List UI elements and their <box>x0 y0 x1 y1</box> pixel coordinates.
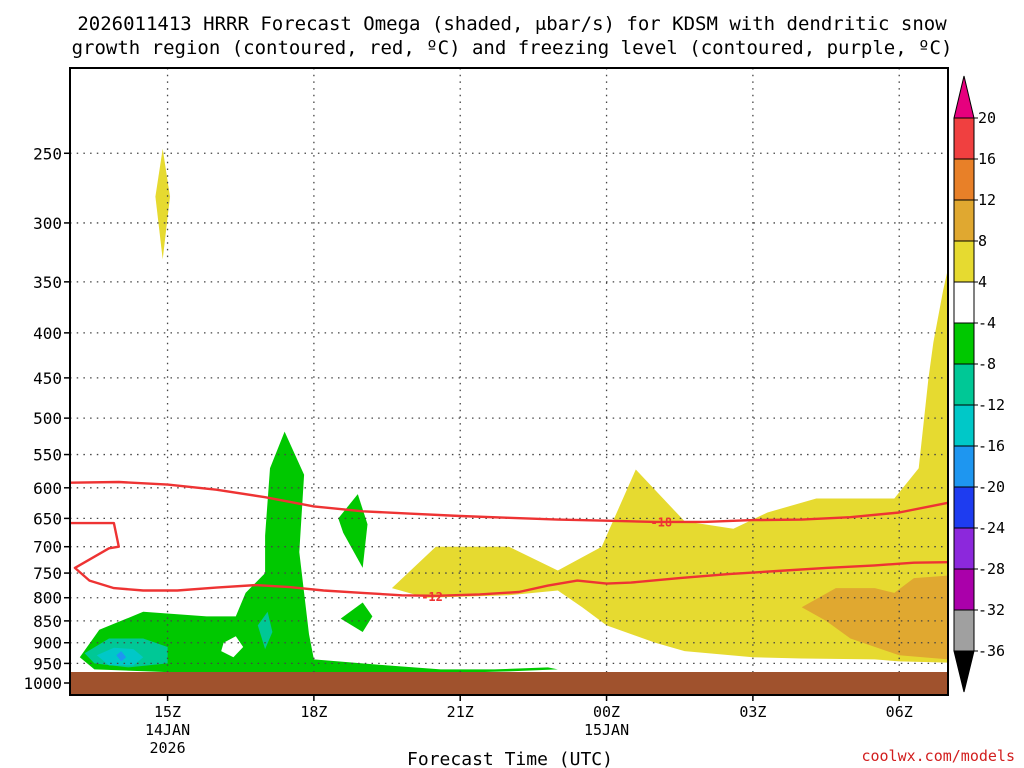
ytick-label-900: 900 <box>33 634 62 653</box>
ytick-label-700: 700 <box>33 538 62 557</box>
xtick-label-15-1: 14JAN <box>145 721 190 739</box>
temperature-contours: -18 -12 <box>69 480 949 604</box>
omega-colorbar: 20 16 12 8 4 -4 -8 -12 -16 -20 -24 -28 -32 -36 <box>953 75 1005 693</box>
contour-line--12 <box>70 521 949 597</box>
gridlines <box>70 68 948 695</box>
colorbar-swatch-6 <box>953 322 975 365</box>
colorbar-label-11: -28 <box>978 560 1005 578</box>
omega-shade-region-0 <box>155 148 170 260</box>
xtick-label-30-0: 06Z <box>886 703 913 721</box>
plot-frame <box>69 67 949 696</box>
omega-shading-layer <box>79 148 948 675</box>
ytick-label-450: 450 <box>33 369 62 388</box>
omega-shade-region-10 <box>221 636 244 658</box>
contour-line--18 <box>69 480 949 524</box>
colorbar-label-13: -36 <box>978 642 1005 660</box>
xtick-label-24-1: 15JAN <box>584 721 629 739</box>
ytick-label-600: 600 <box>33 479 62 498</box>
colorbar-swatch-9 <box>953 445 975 488</box>
colorbar-swatch-12 <box>953 568 975 611</box>
colorbar-label-10: -24 <box>978 519 1005 537</box>
colorbar-swatch-11 <box>953 527 975 570</box>
colorbar-swatch-2 <box>953 158 975 201</box>
colorbar-swatch-13 <box>953 609 975 652</box>
ytick-label-850: 850 <box>33 612 62 631</box>
omega-shade-region-2 <box>801 575 948 660</box>
colorbar-label-1: 16 <box>978 150 996 168</box>
colorbar-swatch-3 <box>953 199 975 242</box>
ytick-label-650: 650 <box>33 509 62 528</box>
chart-title-line-1: 2026011413 HRRR Forecast Omega (shaded, … <box>77 13 947 35</box>
omega-shade-region-9 <box>116 651 127 662</box>
terrain-ground <box>70 672 948 695</box>
omega-shade-region-5 <box>340 602 373 632</box>
colorbar-swatch-5 <box>953 281 975 324</box>
ytick-label-950: 950 <box>33 654 62 673</box>
colorbar-bottom-arrow <box>953 650 975 693</box>
colorbar-swatch-8 <box>953 404 975 447</box>
colorbar-swatch-4 <box>953 240 975 283</box>
xtick-label-24-0: 00Z <box>593 703 620 721</box>
pressure-axis-ticks: 250 300 350 400 450 500 550 600 650 700 750 800 850 9… <box>23 144 70 693</box>
ytick-label-300: 300 <box>33 214 62 233</box>
omega-shade-region-1 <box>391 268 948 663</box>
colorbar-swatch-10 <box>953 486 975 529</box>
colorbar-label-5: -4 <box>978 314 996 332</box>
colorbar-label-9: -20 <box>978 478 1005 496</box>
xtick-label-15-2: 2026 <box>149 739 185 757</box>
x-axis-label: Forecast Time (UTC) <box>407 749 613 768</box>
ytick-label-350: 350 <box>33 273 62 292</box>
colorbar-swatch-1 <box>953 117 975 160</box>
chart-title-line-2: growth region (contoured, red, ºC) and f… <box>72 37 953 59</box>
colorbar-swatch-7 <box>953 363 975 406</box>
colorbar-label-2: 12 <box>978 191 996 209</box>
colorbar-label-12: -32 <box>978 601 1005 619</box>
ytick-label-550: 550 <box>33 446 62 465</box>
ytick-label-1000: 1000 <box>23 674 62 693</box>
colorbar-label-6: -8 <box>978 355 996 373</box>
colorbar-label-7: -12 <box>978 396 1005 414</box>
colorbar-label-8: -16 <box>978 437 1005 455</box>
omega-shade-region-7 <box>257 611 273 650</box>
colorbar-label-4: 4 <box>978 273 987 291</box>
ytick-label-750: 750 <box>33 564 62 583</box>
xtick-label-27-0: 03Z <box>739 703 766 721</box>
colorbar-label-3: 8 <box>978 232 987 250</box>
ytick-label-500: 500 <box>33 409 62 428</box>
credit-text: coolwx.com/models <box>861 747 1015 765</box>
colorbar-top-arrow <box>953 75 975 119</box>
xtick-label-18-0: 18Z <box>300 703 327 721</box>
xtick-label-15-0: 15Z <box>154 703 181 721</box>
ytick-label-400: 400 <box>33 324 62 343</box>
contour-label--12: -12 <box>421 590 443 604</box>
ytick-label-800: 800 <box>33 589 62 608</box>
xtick-label-21-0: 21Z <box>447 703 474 721</box>
ytick-label-250: 250 <box>33 144 62 163</box>
colorbar-label-0: 20 <box>978 109 996 127</box>
contour-label--18: -18 <box>650 515 672 529</box>
omega-shade-region-4 <box>338 494 368 568</box>
